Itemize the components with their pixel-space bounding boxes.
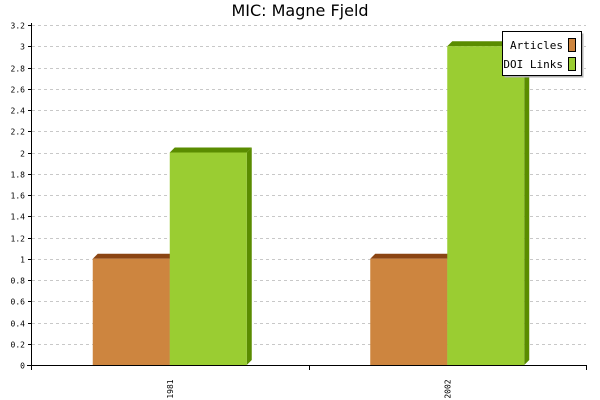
y-tick-label: 2 — [20, 150, 25, 159]
y-tick-label: 1.2 — [11, 235, 26, 244]
y-tick-label: 0.8 — [11, 277, 26, 286]
bar-side — [246, 147, 252, 365]
chart-title: MIC: Magne Fjeld — [231, 1, 368, 20]
bar-front — [370, 258, 448, 365]
y-tick-label: 0 — [20, 362, 25, 371]
bar — [370, 253, 453, 365]
x-tick-label: 2002 — [443, 379, 452, 398]
y-tick-label: 2.4 — [11, 107, 26, 116]
legend-label: DOI Links — [503, 58, 563, 71]
bar-top — [370, 253, 453, 259]
y-tick-label: 1 — [20, 256, 25, 265]
y-tick-label: 0.6 — [11, 298, 26, 307]
y-tick-label: 0.2 — [11, 341, 26, 350]
bar — [447, 41, 530, 365]
y-tick-label: 0.4 — [11, 320, 26, 329]
legend-label: Articles — [510, 39, 563, 52]
legend: Articles DOI Links — [502, 31, 584, 78]
x-tick-label: 1981 — [166, 379, 175, 398]
bar-front — [92, 258, 170, 365]
y-tick-label: 1.4 — [11, 213, 26, 222]
bar-top — [92, 253, 175, 259]
bars — [92, 41, 530, 365]
bar-front — [447, 46, 525, 365]
bar-side — [524, 41, 530, 365]
legend-swatch — [568, 38, 576, 52]
y-tick-label: 2.8 — [11, 65, 26, 74]
y-tick-label: 3 — [20, 43, 25, 52]
y-tick-label: 2.2 — [11, 128, 26, 137]
legend-swatch — [568, 57, 576, 71]
bar — [169, 147, 252, 365]
bar-front — [169, 152, 247, 365]
axes — [27, 23, 587, 370]
bar-top — [169, 147, 252, 153]
bar — [92, 253, 175, 365]
y-tick-labels: 0 0.2 0.4 0.6 0.8 1 1.2 1.4 1.6 1.8 2 2.2 2.4 2.6 2.8 3… — [11, 22, 26, 371]
y-tick-label: 1.6 — [11, 192, 26, 201]
y-tick-label: 3.2 — [11, 22, 26, 31]
y-tick-label: 1.8 — [11, 171, 26, 180]
y-tick-label: 2.6 — [11, 86, 26, 95]
x-tick-labels: 1981 2002 — [166, 379, 453, 398]
